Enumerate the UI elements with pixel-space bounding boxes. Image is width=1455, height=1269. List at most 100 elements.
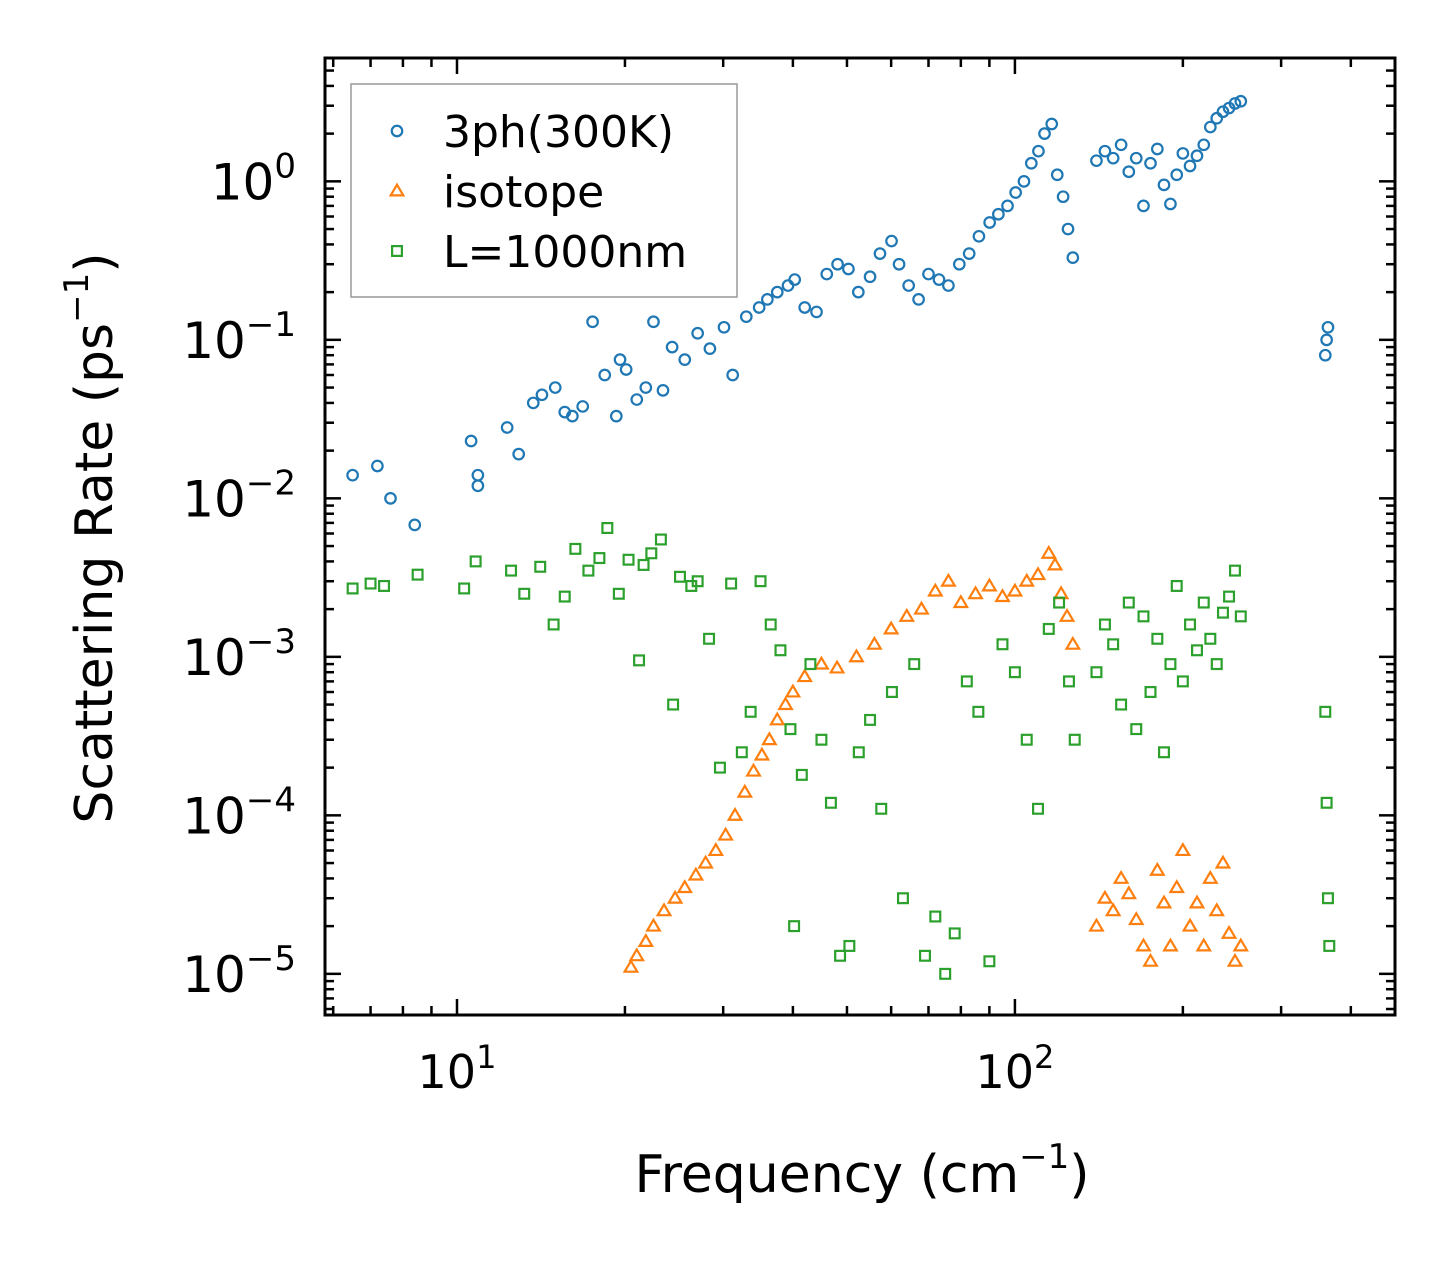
legend-item: isotope bbox=[388, 167, 604, 218]
data-point bbox=[735, 746, 748, 759]
data-point bbox=[1190, 149, 1204, 163]
data-point bbox=[1164, 197, 1177, 211]
data-point bbox=[1090, 154, 1103, 168]
data-point bbox=[804, 658, 817, 671]
data-point bbox=[810, 305, 823, 319]
data-point bbox=[1226, 952, 1244, 967]
legend-item: 3ph(300K) bbox=[390, 107, 674, 158]
legend-label: L=1000nm bbox=[443, 227, 687, 278]
data-point bbox=[384, 491, 397, 505]
data-point bbox=[1234, 94, 1248, 108]
data-point bbox=[1129, 151, 1143, 165]
data-point bbox=[739, 310, 753, 324]
plot-frame bbox=[323, 56, 1397, 1017]
data-point bbox=[851, 285, 865, 299]
data-point bbox=[992, 207, 1005, 221]
data-point bbox=[1318, 348, 1332, 362]
x-axis-label: Frequency (cm−1) bbox=[634, 1137, 1089, 1205]
data-point bbox=[645, 917, 662, 932]
data-point bbox=[761, 731, 778, 746]
data-point bbox=[848, 648, 865, 663]
data-point bbox=[752, 301, 766, 314]
data-point bbox=[1032, 144, 1045, 158]
data-point bbox=[983, 955, 996, 968]
series-3ph-300k- bbox=[346, 94, 1335, 532]
data-point bbox=[665, 340, 679, 354]
data-point bbox=[630, 393, 644, 406]
data-point bbox=[798, 301, 812, 314]
data-point bbox=[609, 409, 623, 423]
data-point bbox=[1220, 924, 1238, 939]
data-point bbox=[864, 713, 877, 726]
data-point bbox=[1144, 156, 1157, 170]
data-point bbox=[346, 468, 359, 482]
data-point bbox=[1164, 658, 1177, 671]
data-point bbox=[1050, 168, 1064, 182]
data-point bbox=[948, 927, 961, 940]
data-point bbox=[1128, 911, 1145, 926]
data-point bbox=[1170, 579, 1183, 592]
data-point bbox=[1088, 917, 1105, 932]
y-tick-label: 100 bbox=[211, 146, 296, 211]
data-point bbox=[364, 577, 377, 590]
data-point bbox=[761, 293, 774, 306]
data-point bbox=[745, 762, 762, 777]
data-point bbox=[866, 635, 883, 650]
data-point bbox=[820, 267, 834, 281]
data-point bbox=[1029, 566, 1047, 581]
data-point bbox=[952, 594, 970, 609]
data-point bbox=[770, 285, 784, 299]
data-point bbox=[1122, 165, 1136, 179]
data-point bbox=[667, 698, 680, 711]
data-point bbox=[831, 257, 844, 271]
data-point bbox=[1202, 869, 1219, 884]
data-point bbox=[1006, 582, 1024, 597]
data-point bbox=[996, 638, 1009, 651]
y-tick-label: 10−5 bbox=[182, 939, 296, 1004]
data-point bbox=[769, 711, 786, 726]
data-point bbox=[1137, 610, 1150, 623]
data-point bbox=[1208, 902, 1225, 917]
data-point bbox=[908, 658, 921, 671]
data-point bbox=[703, 632, 716, 645]
data-point bbox=[691, 575, 704, 588]
data-point bbox=[1020, 733, 1033, 746]
data-point bbox=[1120, 885, 1138, 900]
data-point bbox=[656, 384, 670, 397]
data-point bbox=[1321, 892, 1334, 905]
data-point bbox=[707, 842, 725, 857]
data-point bbox=[1008, 666, 1021, 679]
data-point bbox=[1045, 117, 1059, 131]
data-point bbox=[471, 468, 485, 482]
data-point bbox=[725, 577, 738, 590]
data-point bbox=[1104, 902, 1122, 917]
data-point bbox=[535, 388, 549, 402]
data-point bbox=[784, 723, 797, 736]
legend-marker bbox=[390, 124, 404, 138]
data-point bbox=[687, 866, 705, 881]
x-tick-label: 102 bbox=[975, 1038, 1054, 1099]
data-point bbox=[408, 518, 422, 532]
data-point bbox=[1228, 97, 1242, 110]
data-point bbox=[875, 802, 888, 815]
data-point bbox=[1042, 622, 1055, 635]
data-point bbox=[962, 247, 976, 260]
data-point bbox=[628, 947, 645, 962]
data-point bbox=[582, 564, 595, 577]
data-point bbox=[673, 570, 686, 583]
legend-marker bbox=[388, 182, 406, 197]
x-minor-ticks bbox=[331, 58, 1353, 1015]
data-point bbox=[1320, 796, 1333, 809]
x-tick-label: 101 bbox=[418, 1038, 497, 1099]
data-point bbox=[1064, 635, 1082, 650]
data-point bbox=[834, 949, 847, 962]
data-point bbox=[983, 216, 997, 229]
series-l-1000nm bbox=[346, 521, 1336, 980]
data-point bbox=[512, 447, 526, 461]
data-point bbox=[1066, 251, 1080, 265]
data-point bbox=[548, 381, 562, 394]
data-point bbox=[1068, 733, 1081, 746]
data-point bbox=[1210, 111, 1224, 125]
data-point bbox=[666, 889, 684, 904]
data-point bbox=[1195, 937, 1212, 952]
